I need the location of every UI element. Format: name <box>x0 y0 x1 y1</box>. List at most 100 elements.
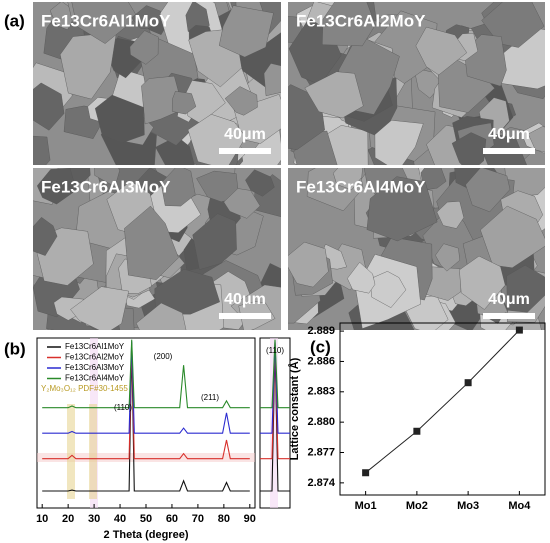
annotation: (211) <box>201 393 219 402</box>
grain <box>504 168 545 198</box>
grain <box>36 168 78 205</box>
grain <box>451 132 487 165</box>
grain <box>480 205 545 269</box>
scale-label: 40μm <box>224 126 266 143</box>
grain <box>160 168 196 207</box>
x-tick-label: 40 <box>114 513 126 525</box>
grain <box>224 86 258 116</box>
annotation: (110) <box>266 346 284 355</box>
annotation: (200) <box>154 352 173 361</box>
y-tick-label: 2.883 <box>307 386 335 398</box>
panel-label: (a) <box>4 11 25 30</box>
charts: 10 20 30 40 50 60 70 80 90 2 Theta (degree) Fe13Cr… <box>36 325 531 541</box>
grain <box>70 286 129 330</box>
y-tick-label: 2.886 <box>307 355 335 367</box>
y-tick-label: 2.877 <box>307 446 335 458</box>
legend-label: Fe13Cr6Al3MoY <box>65 363 125 372</box>
x-axis-label: 2 Theta (degree) <box>104 529 189 541</box>
micrograph-label: Fe13Cr6Al3MoY <box>41 177 171 196</box>
grain <box>218 5 274 58</box>
x-tick-label: 90 <box>244 513 256 525</box>
y-tick-label: 2.874 <box>307 477 335 489</box>
legend-label: Fe13Cr6Al2MoY <box>65 353 125 362</box>
x-tick-label: 20 <box>62 513 74 525</box>
micrograph <box>288 2 545 165</box>
micrograph-label: Fe13Cr6Al2MoY <box>296 11 426 30</box>
grain <box>192 213 237 270</box>
x-tick-label: 10 <box>36 513 48 525</box>
scale-bar <box>219 148 271 154</box>
grain <box>33 217 58 256</box>
annotation: (110) <box>114 403 132 412</box>
line <box>365 329 520 474</box>
grain <box>263 63 281 97</box>
spectrum <box>42 339 250 409</box>
grain <box>131 5 161 30</box>
grain <box>171 91 197 115</box>
x-tick-label: Mo4 <box>508 500 531 512</box>
grain <box>333 168 363 190</box>
grain <box>374 120 424 165</box>
micrograph <box>33 2 281 165</box>
grain <box>288 241 329 288</box>
point <box>413 427 421 435</box>
grain <box>506 264 545 313</box>
micrograph <box>33 168 281 330</box>
grain <box>33 82 65 131</box>
scale-label: 40μm <box>488 291 530 308</box>
grain <box>136 302 187 330</box>
point <box>362 469 370 477</box>
panel-label: (c) <box>310 337 331 356</box>
grain <box>415 26 468 76</box>
highlight-band <box>270 338 278 508</box>
grain <box>196 170 240 202</box>
scale-bar <box>483 313 535 319</box>
point <box>515 326 523 334</box>
scale-bar <box>219 313 271 319</box>
highlight-band <box>89 404 97 499</box>
spectrum <box>42 343 250 460</box>
grain <box>527 125 545 153</box>
x-tick-label: Mo1 <box>355 500 377 512</box>
point <box>464 379 472 387</box>
grain <box>347 262 376 294</box>
highlight-band <box>37 453 255 462</box>
micrograph-label: Fe13Cr6Al1MoY <box>41 11 171 30</box>
grain <box>465 168 511 213</box>
grain <box>155 136 195 165</box>
scale-label: 40μm <box>488 126 530 143</box>
grain <box>459 255 506 310</box>
highlight-band <box>67 404 75 499</box>
series-group <box>42 339 250 492</box>
micrograph-label: Fe13Cr6Al4MoY <box>296 177 426 196</box>
annotation: Y₂Mo₃O₁₂ PDF#30-1455 <box>41 384 128 393</box>
grain <box>366 176 438 242</box>
plot-frame <box>339 322 546 496</box>
spectrum <box>42 346 250 492</box>
y-axis-label: Lattice constant (Å) <box>288 357 301 460</box>
grain <box>69 168 91 184</box>
legend-label: Fe13Cr6Al4MoY <box>65 374 125 383</box>
legend-label: Fe13Cr6Al1MoY <box>65 342 125 351</box>
scale-bar <box>483 148 535 154</box>
x-tick-label: 30 <box>88 513 100 525</box>
x-tick-label: 50 <box>140 513 152 525</box>
grain <box>322 2 376 47</box>
x-tick-label: 60 <box>166 513 178 525</box>
series-group <box>260 339 290 492</box>
y-tick-label: 2.889 <box>307 325 335 337</box>
x-tick-label: 70 <box>192 513 204 525</box>
grain <box>33 135 51 165</box>
grain <box>435 243 461 272</box>
scale-label: 40μm <box>224 291 266 308</box>
micrograph <box>288 168 545 330</box>
x-tick-label: Mo3 <box>457 500 479 512</box>
grain <box>223 188 261 219</box>
grain <box>245 169 275 197</box>
spectrum <box>42 341 250 434</box>
grain <box>141 75 184 125</box>
spectrum <box>260 339 290 409</box>
x-tick-label: Mo2 <box>406 500 428 512</box>
grain <box>124 205 179 280</box>
